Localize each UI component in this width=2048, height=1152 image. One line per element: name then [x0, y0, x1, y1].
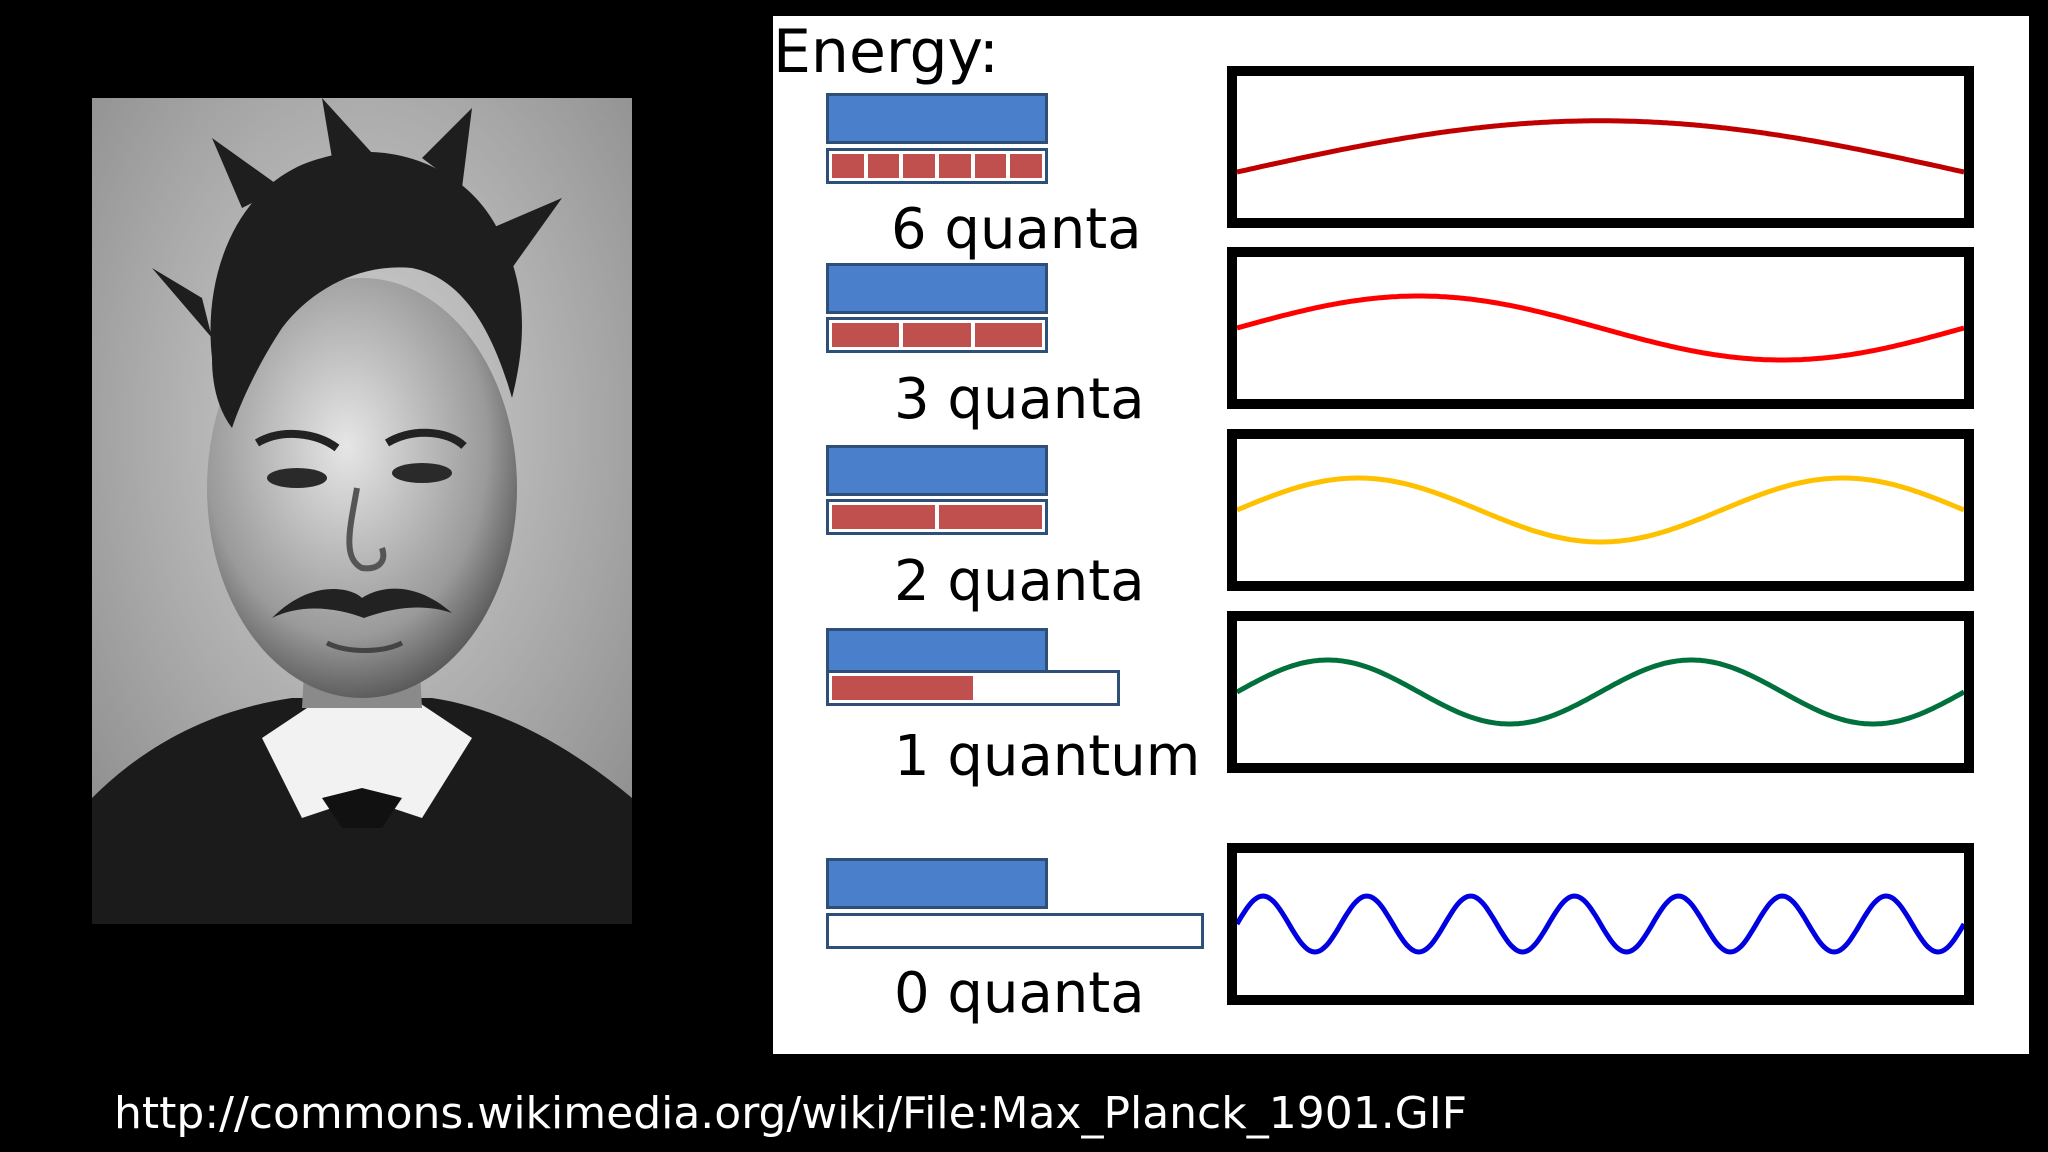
quantum-cell — [832, 323, 900, 347]
standing-wave — [1237, 293, 1964, 363]
quantum-cell — [867, 154, 900, 178]
energy-block — [826, 263, 1048, 314]
quantum-cell — [832, 154, 864, 178]
quanta-bar — [826, 913, 1204, 949]
wave-plot — [1237, 118, 1964, 175]
quanta-label: 1 quantum — [894, 724, 1201, 789]
wave-box — [1227, 843, 1974, 1005]
quantum-cell — [974, 323, 1042, 347]
energy-block — [826, 445, 1048, 496]
standing-wave — [1237, 118, 1964, 175]
energy-label: Energy: — [773, 17, 999, 87]
quanta-bar — [826, 499, 1048, 535]
energy-block — [826, 858, 1048, 909]
portrait-illustration — [92, 98, 632, 924]
quanta-label: 3 quanta — [894, 367, 1145, 432]
quantum-cell — [903, 154, 935, 178]
wave-plot — [1237, 893, 1964, 955]
quantum-cell — [938, 154, 971, 178]
portrait-photo — [92, 98, 632, 924]
standing-wave — [1237, 475, 1964, 545]
wave-box — [1227, 66, 1974, 228]
quantum-cell — [832, 505, 935, 529]
quanta-bar — [826, 670, 1120, 706]
quanta-label: 6 quanta — [891, 197, 1142, 262]
energy-block — [826, 93, 1048, 144]
wave-box — [1227, 247, 1974, 409]
quantum-cell — [974, 154, 1007, 178]
standing-wave — [1237, 893, 1964, 955]
wave-plot — [1237, 293, 1964, 363]
quantum-cell — [939, 505, 1042, 529]
quantum-cell — [1010, 154, 1042, 178]
wave-box — [1227, 429, 1974, 591]
quanta-bar — [826, 148, 1048, 184]
source-url: http://commons.wikimedia.org/wiki/File:M… — [114, 1088, 1468, 1139]
wave-plot — [1237, 475, 1964, 545]
standing-wave — [1237, 657, 1964, 727]
quanta-label: 0 quanta — [894, 961, 1145, 1026]
wave-plot — [1237, 657, 1964, 727]
quanta-label: 2 quanta — [894, 549, 1145, 614]
quantum-cell — [903, 323, 971, 347]
quantization-panel: Energy: 6 quanta 3 quanta 2 quanta 1 quantu… — [773, 16, 2029, 1054]
wave-box — [1227, 611, 1974, 773]
quantum-cell — [832, 676, 973, 700]
quanta-bar — [826, 317, 1048, 353]
